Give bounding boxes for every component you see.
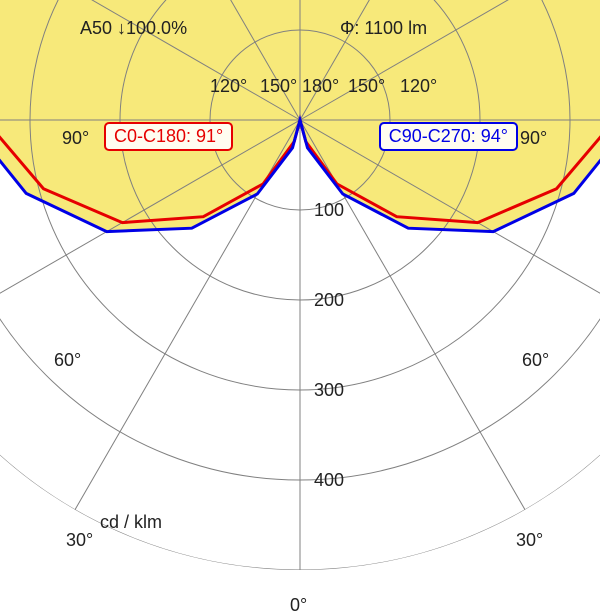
angle-label: 180° <box>302 76 339 97</box>
angle-label: 120° <box>400 76 437 97</box>
svg-text:400: 400 <box>314 470 344 490</box>
angle-label: 90° <box>520 128 547 149</box>
svg-text:100: 100 <box>314 200 344 220</box>
header-right: Φ: 1100 lm <box>340 18 427 39</box>
angle-label: 60° <box>54 350 81 371</box>
svg-text:300: 300 <box>314 380 344 400</box>
unit-label: cd / klm <box>100 512 162 533</box>
angle-label: 90° <box>62 128 89 149</box>
angle-label: 60° <box>522 350 549 371</box>
header-left: A50 ↓100.0% <box>80 18 187 39</box>
angle-label: 150° <box>260 76 297 97</box>
polar-diagram: 100 200 300 400 <box>0 0 600 600</box>
angle-label: 30° <box>66 530 93 551</box>
angle-label: 0° <box>290 595 307 616</box>
svg-text:200: 200 <box>314 290 344 310</box>
legend-c0: C0-C180: 91° <box>104 122 233 151</box>
angle-label: 30° <box>516 530 543 551</box>
legend-c90: C90-C270: 94° <box>379 122 518 151</box>
angle-label: 120° <box>210 76 247 97</box>
angle-label: 150° <box>348 76 385 97</box>
